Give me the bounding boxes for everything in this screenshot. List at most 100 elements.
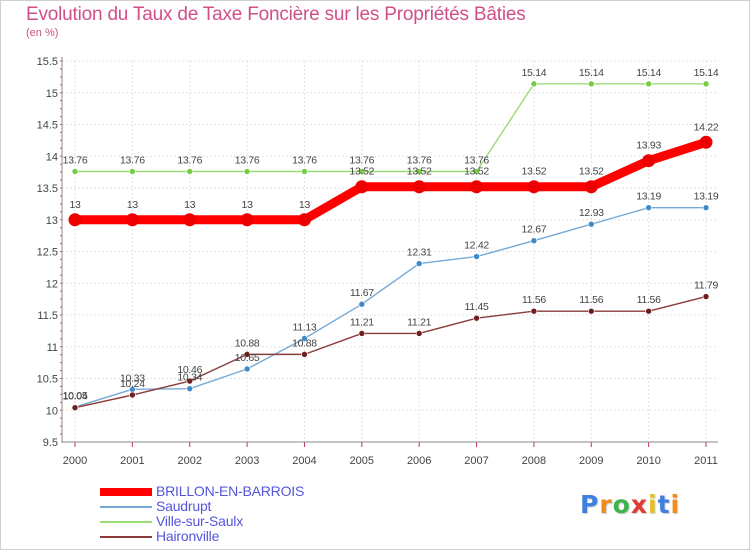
data-label: 13.93 xyxy=(636,140,661,152)
data-point xyxy=(702,80,710,88)
data-label: 15.14 xyxy=(579,67,604,79)
data-label: 12.93 xyxy=(579,207,604,219)
data-point xyxy=(301,168,308,175)
data-label: 13.76 xyxy=(407,154,432,166)
data-label: 10.88 xyxy=(292,337,317,349)
data-label: 15.14 xyxy=(694,67,719,79)
data-point xyxy=(358,168,366,175)
data-label: 10.33 xyxy=(120,372,145,384)
series-line-haironville xyxy=(74,295,707,409)
legend-label: Haironville xyxy=(156,528,220,544)
data-point xyxy=(587,220,595,228)
data-label: 10.24 xyxy=(120,378,145,390)
proxiti-logo: Proxiti xyxy=(580,490,680,519)
y-unit-label: (en %) xyxy=(26,27,59,39)
data-label: 11.45 xyxy=(465,301,489,313)
data-label: 13.52 xyxy=(407,166,432,178)
data-label: 15.14 xyxy=(636,67,661,79)
series-line-ville-sur-saulx xyxy=(74,83,707,173)
series-markers-layer xyxy=(68,80,713,412)
data-label: 11.13 xyxy=(292,321,316,333)
grid-layer xyxy=(62,60,718,443)
data-label: 13 xyxy=(127,199,139,211)
data-point xyxy=(527,180,541,194)
logo-letter: t xyxy=(657,490,671,519)
series-line-saudrupt xyxy=(74,206,707,408)
data-point xyxy=(530,80,538,88)
series-lines-layer xyxy=(70,83,711,409)
data-point xyxy=(584,180,598,194)
data-label: 12.42 xyxy=(464,240,489,252)
data-label: 13.76 xyxy=(63,154,88,166)
legend-swatch xyxy=(100,488,152,496)
data-point xyxy=(355,180,369,194)
data-label: 10.04 xyxy=(63,391,88,403)
logo-letter: i xyxy=(670,490,681,519)
x-tick-label: 2006 xyxy=(407,455,431,467)
data-point xyxy=(415,168,423,175)
data-label: 11.56 xyxy=(637,294,661,306)
data-label: 15.14 xyxy=(522,67,547,79)
data-point xyxy=(243,168,251,175)
data-label: 11.56 xyxy=(579,294,603,306)
y-tick-label: 14 xyxy=(46,151,58,163)
y-tick-label: 13 xyxy=(46,215,58,227)
data-point xyxy=(642,154,656,168)
data-point xyxy=(125,213,139,227)
logo-letter: P xyxy=(580,490,600,519)
x-tick-label: 2003 xyxy=(235,455,259,467)
y-tick-label: 11.5 xyxy=(37,310,58,322)
y-tick-label: 15.5 xyxy=(37,56,58,68)
data-label: 10.88 xyxy=(235,337,260,349)
data-label: 14.22 xyxy=(694,121,719,133)
data-label: 13.19 xyxy=(636,191,661,203)
data-point xyxy=(702,204,710,211)
data-point xyxy=(129,391,136,399)
legend-swatch xyxy=(100,536,152,538)
y-tick-label: 10.5 xyxy=(37,374,58,386)
x-tick-label: 2000 xyxy=(63,455,87,467)
logo-letter: r xyxy=(599,490,613,519)
data-point xyxy=(645,204,652,211)
y-tick-label: 12 xyxy=(46,278,58,290)
x-tick-label: 2009 xyxy=(579,455,603,467)
data-point xyxy=(530,307,538,315)
x-tick-label: 2002 xyxy=(177,455,201,467)
data-label: 10.05 xyxy=(63,390,88,402)
data-point xyxy=(358,330,366,337)
data-label: 12.31 xyxy=(407,247,432,259)
logo-letter: i xyxy=(648,490,658,519)
axis-layer: 9.5 10 10.5 11 11.5 12 12.5 13 13.5 14 14.5 15 15.5 2… xyxy=(37,56,718,467)
data-point xyxy=(470,180,484,194)
data-label: 13.52 xyxy=(522,166,547,178)
series-line-brillon-en-barrois xyxy=(70,137,711,225)
data-label: 13 xyxy=(242,199,254,211)
data-point xyxy=(297,213,311,227)
y-tick-label: 11 xyxy=(47,342,58,354)
data-point xyxy=(186,385,194,392)
data-point xyxy=(129,168,136,175)
data-label: 12.67 xyxy=(522,224,547,236)
x-tick-label: 2010 xyxy=(636,455,660,467)
data-label: 13.76 xyxy=(464,154,489,166)
data-label: 13.76 xyxy=(349,154,374,166)
data-point xyxy=(243,351,251,358)
data-point xyxy=(702,293,710,300)
data-label: 13.52 xyxy=(349,166,374,178)
data-label: 13.52 xyxy=(579,166,604,178)
data-point xyxy=(301,351,308,358)
y-tick-label: 13.5 xyxy=(37,183,58,195)
data-label: 11.67 xyxy=(350,287,374,299)
data-point xyxy=(473,314,480,322)
data-labels-layer: 13 13 13 13 13 13.52 13.52 13.52 13.52 13.52 13.93… xyxy=(63,67,720,403)
data-point xyxy=(412,180,426,194)
data-label: 10.46 xyxy=(177,364,202,376)
data-point xyxy=(473,253,480,260)
data-point xyxy=(71,168,79,175)
data-point xyxy=(301,335,308,342)
data-label: 11.21 xyxy=(407,316,431,328)
data-point xyxy=(183,213,197,227)
legend-label: BRILLON-EN-BARROIS xyxy=(156,483,305,499)
legend-label: Saudrupt xyxy=(156,498,212,514)
